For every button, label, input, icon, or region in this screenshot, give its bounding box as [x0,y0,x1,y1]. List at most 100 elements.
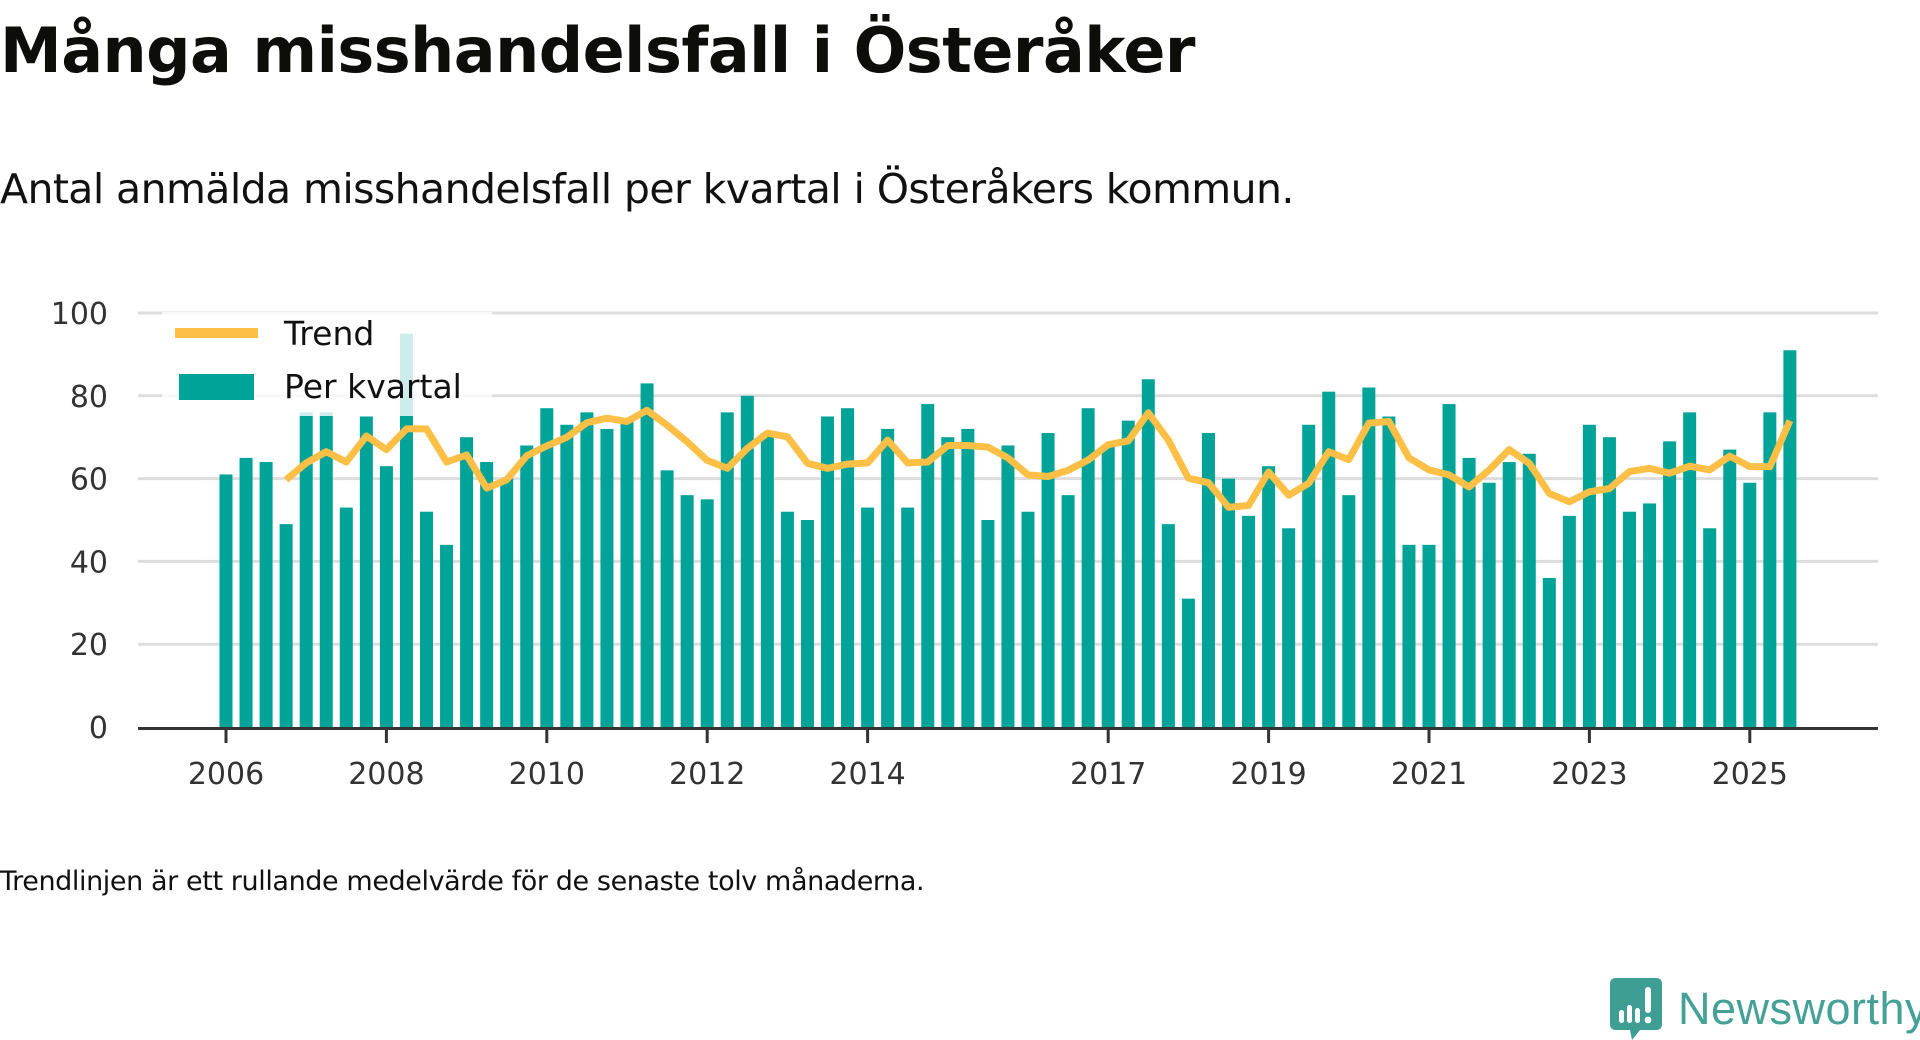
bar [740,395,754,727]
bar [420,511,433,727]
x-tick-label: 2023 [1551,757,1627,792]
x-tick-label: 2017 [1070,757,1146,792]
bar [1081,408,1095,727]
bar [1362,387,1376,727]
y-axis: 0 20 40 60 80 100 [51,297,108,746]
bar [1723,449,1737,727]
bar [1161,524,1175,727]
bar [881,428,895,727]
bar [1542,577,1556,727]
bar [1342,495,1356,727]
bar [600,428,614,727]
bar [359,416,373,727]
x-tick-label: 2010 [509,757,585,792]
bar [861,507,875,727]
bar [1482,482,1496,727]
bar [259,462,273,727]
bar [1061,495,1075,727]
bar [1743,482,1757,727]
x-tick-label: 2008 [348,757,424,792]
bar [1282,528,1296,727]
legend-bar-label: Per kvartal [284,367,462,406]
y-tick-label: 0 [89,711,108,746]
bar [1262,466,1276,727]
bar [1302,424,1316,727]
chart-subtitle: Antal anmälda misshandelsfall per kvarta… [0,165,1294,213]
bar [239,457,253,727]
bar [760,433,774,727]
bar [219,474,233,727]
bar [1703,528,1717,727]
bar [379,466,393,727]
bar [1562,515,1576,727]
trend-line [283,406,1794,511]
bar [1141,379,1155,727]
bar [319,412,333,727]
x-tick-label: 2025 [1712,757,1788,792]
bar [821,416,834,727]
bar [1462,457,1476,727]
bar [1643,503,1657,727]
legend-trend-swatch [175,328,258,338]
bar [981,520,995,727]
bar [921,404,935,727]
y-tick-label: 100 [51,297,108,332]
x-tick-label: 2019 [1230,757,1306,792]
bar [279,524,293,727]
x-tick-label: 2006 [188,757,264,792]
footnote: Trendlinjen är ett rullande medelvärde f… [0,866,925,897]
bar [1201,433,1215,727]
bar [1663,441,1677,727]
bar [500,478,514,727]
bar [1422,544,1436,727]
bar [1001,445,1015,727]
y-tick-label: 60 [70,463,108,498]
x-tick-label: 2021 [1391,757,1467,792]
legend-bar-swatch [179,374,254,400]
bar [660,470,674,727]
bar [1322,391,1336,727]
bar [460,437,474,727]
bar [720,412,734,727]
bar [1602,437,1616,727]
bar [1041,433,1055,727]
bar [580,412,594,727]
bar [1121,420,1135,727]
bar [1582,424,1596,727]
bar [841,408,855,727]
bar [1522,453,1536,727]
y-tick-label: 20 [70,628,108,663]
bar [480,462,494,727]
bar [1783,350,1797,727]
y-tick-label: 40 [70,545,108,580]
bar-series [219,333,1797,727]
bar [1623,511,1636,727]
bar [640,383,654,727]
bar [299,412,313,727]
bar [700,499,714,727]
bar [1222,478,1235,727]
bar [1502,462,1516,727]
bar [540,408,554,727]
trend-series [283,406,1794,511]
x-axis: 2006 2008 2010 2012 2014 2017 2019 2021 2023 2025 [138,727,1878,792]
bar [1101,445,1115,727]
bar [901,507,915,727]
bar [961,428,975,727]
chart-title: Många misshandelsfall i Österåker [0,14,1195,87]
bar [620,420,634,727]
bar [1442,404,1456,727]
bar [1382,416,1396,727]
newsworthy-logo-icon [1610,978,1662,1040]
bar [800,520,814,727]
x-tick-label: 2012 [669,757,745,792]
y-tick-label: 80 [70,380,108,415]
legend: Trend Per kvartal [162,312,492,416]
bar [1021,511,1035,727]
bar [1683,412,1697,727]
x-tick-label: 2014 [829,757,905,792]
bar [1763,412,1777,727]
bar [560,424,574,727]
bar [440,544,454,727]
